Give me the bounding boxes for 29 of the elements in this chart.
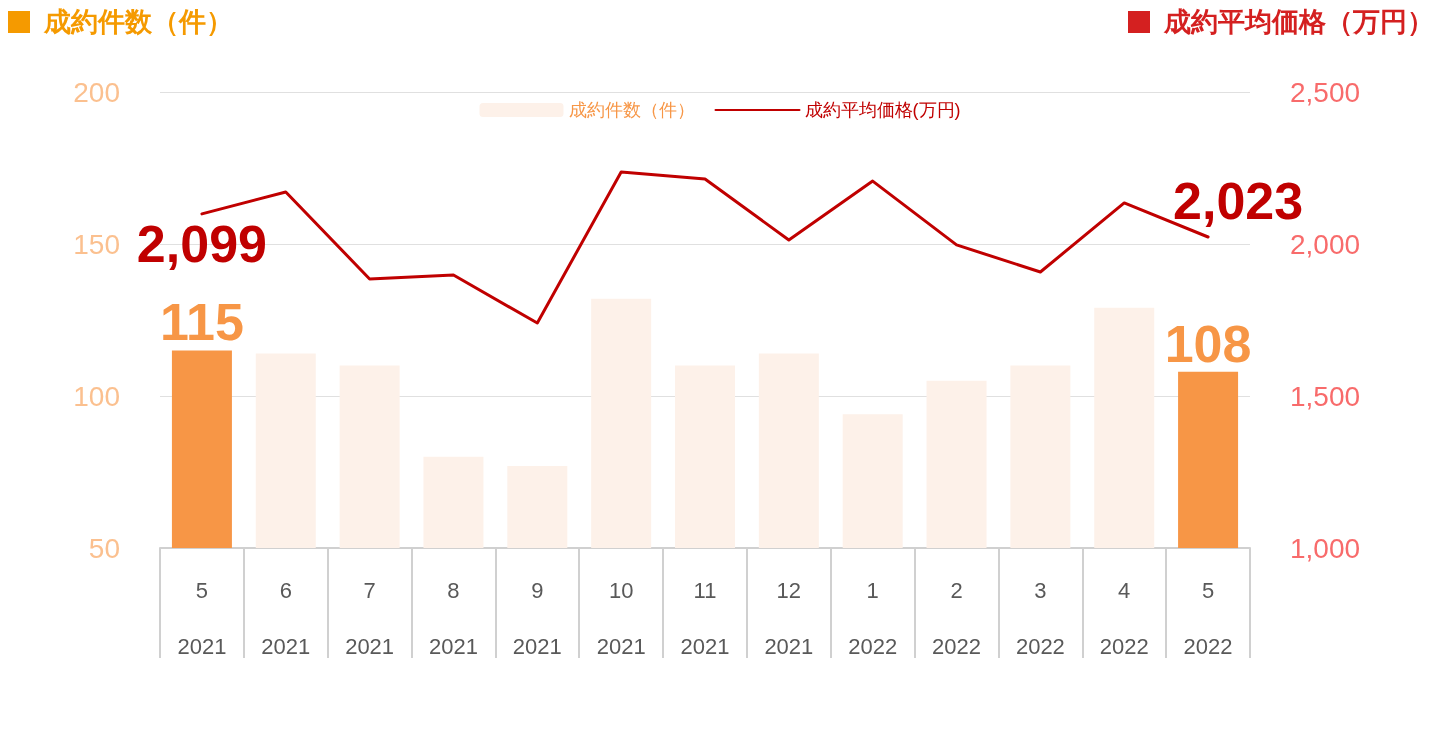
data-label: 115 <box>159 293 244 352</box>
legend-label: 成約件数（件） <box>568 100 695 120</box>
category-label: 4 2022 <box>1099 577 1149 659</box>
category-label: 8 2021 <box>428 577 478 659</box>
category-label: 9 2021 <box>512 577 562 659</box>
category-label: 5 2022 <box>1183 577 1233 659</box>
y-tick-label: 150 <box>73 228 120 260</box>
y-tick-label: 200 <box>73 76 120 108</box>
data-label: 2,099 <box>136 214 267 273</box>
y2-tick-label: 1,000 <box>1290 532 1361 564</box>
data-label: 2,023 <box>1173 172 1304 231</box>
category-label: 7 2021 <box>345 577 395 659</box>
category-label: 12 2021 <box>764 577 814 659</box>
y-tick-label: 100 <box>73 380 120 412</box>
category-label: 10 2021 <box>596 577 646 659</box>
data-label: 108 <box>1164 314 1252 373</box>
y2-tick-label: 2,000 <box>1290 228 1361 260</box>
legend-label: 成約平均価格(万円) <box>804 100 961 120</box>
category-label: 3 2022 <box>1015 577 1065 659</box>
y2-tick-label: 2,500 <box>1290 76 1361 108</box>
y2-tick-label: 1,500 <box>1290 380 1361 412</box>
category-label: 2 2022 <box>932 577 982 659</box>
y-tick-label: 50 <box>88 532 120 564</box>
category-label: 6 2021 <box>261 577 311 659</box>
category-label: 5 2021 <box>177 577 227 659</box>
category-label: 1 2022 <box>848 577 898 659</box>
y-axis-title: 成約件数（件） <box>44 5 233 39</box>
y2-axis-title: 成約平均価格（万円） <box>1164 5 1434 39</box>
category-label: 11 2021 <box>680 577 730 659</box>
